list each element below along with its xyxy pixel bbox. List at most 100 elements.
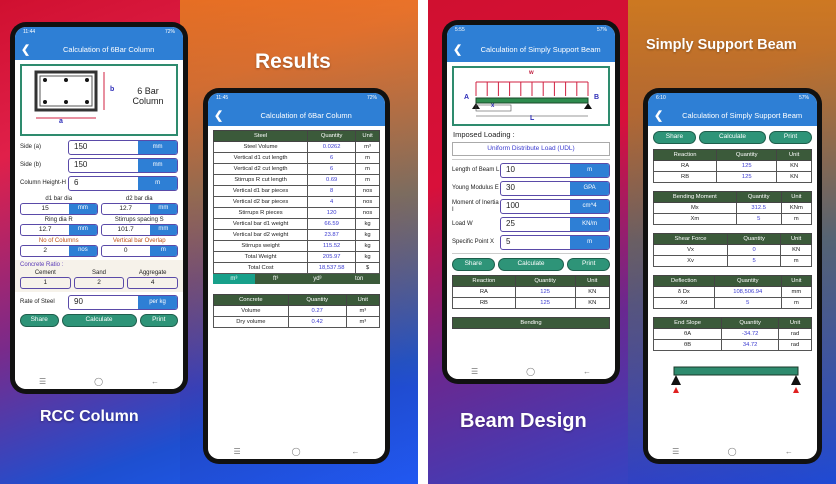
input-value[interactable]: 25 bbox=[506, 219, 515, 228]
rate-unit[interactable]: per kg bbox=[138, 296, 177, 309]
calculate-button[interactable]: Calculate bbox=[61, 314, 137, 327]
rate-input[interactable]: 90 per kg bbox=[68, 295, 178, 310]
input-value[interactable]: 10 bbox=[506, 165, 515, 174]
print-button[interactable]: Print bbox=[139, 314, 178, 327]
d1-input[interactable]: 15 mm bbox=[20, 203, 98, 215]
sand-input[interactable]: 2 bbox=[73, 277, 125, 289]
concrete-ratio-section: Concrete Ratio : Cement 1 Sand 2 Aggregate… bbox=[15, 260, 183, 292]
dim-l: L bbox=[530, 115, 535, 122]
aggregate-value[interactable]: 4 bbox=[150, 279, 155, 286]
back-icon[interactable]: ← bbox=[583, 366, 591, 376]
side-b-input[interactable]: 150 mm bbox=[68, 158, 178, 173]
overlap-unit[interactable]: m bbox=[149, 246, 177, 256]
cement-input[interactable]: 1 bbox=[20, 277, 71, 289]
beam-input[interactable]: 10 m bbox=[500, 163, 610, 178]
column-diagram: a b 6 Bar Column bbox=[20, 64, 178, 136]
input-unit[interactable]: m bbox=[570, 236, 609, 249]
side-a-value[interactable]: 150 bbox=[74, 142, 88, 151]
print-button[interactable]: Print bbox=[769, 131, 812, 144]
home-icon[interactable]: ◯ bbox=[94, 376, 104, 386]
table-row: Total Cost 18,537.58 $ bbox=[212, 262, 380, 274]
side-a-input[interactable]: 150 mm bbox=[68, 140, 178, 155]
aggregate-input[interactable]: 4 bbox=[127, 277, 179, 289]
recents-icon[interactable]: ☰ bbox=[672, 446, 680, 456]
recents-icon[interactable]: ☰ bbox=[470, 366, 479, 376]
input-value[interactable]: 30 bbox=[506, 183, 515, 192]
beam-input[interactable]: 30 GPA bbox=[500, 181, 610, 196]
calculate-button[interactable]: Calculate bbox=[497, 258, 565, 271]
input-unit[interactable]: cm^4 bbox=[570, 200, 609, 213]
home-icon[interactable]: ◯ bbox=[526, 366, 536, 376]
height-value[interactable]: 6 bbox=[74, 178, 79, 187]
d1-value[interactable]: 15 bbox=[41, 205, 49, 212]
stirrups-label: Stirrups spacing S bbox=[114, 217, 164, 223]
back-arrow-icon[interactable]: ❮ bbox=[453, 43, 463, 56]
share-button[interactable]: Share bbox=[452, 258, 495, 271]
beam-input[interactable]: 100 cm^4 bbox=[500, 199, 610, 214]
columns-value[interactable]: 2 bbox=[43, 247, 47, 254]
recents-icon[interactable]: ☰ bbox=[233, 446, 241, 456]
unit-tab[interactable]: yd³ bbox=[296, 274, 339, 284]
side-b-unit[interactable]: mm bbox=[138, 159, 177, 172]
unit-tab[interactable]: ft³ bbox=[254, 274, 297, 284]
imposed-loading-select[interactable]: Uniform Distribute Load (UDL) bbox=[452, 142, 610, 156]
row-unit: mm bbox=[780, 286, 813, 298]
column-header: Unit bbox=[780, 233, 812, 245]
share-button[interactable]: Share bbox=[20, 314, 59, 327]
table-row: Stirrups weight 115.52 kg bbox=[212, 240, 380, 252]
side-b-value[interactable]: 150 bbox=[74, 160, 88, 169]
side-a-unit[interactable]: mm bbox=[138, 141, 177, 154]
stirrups-unit[interactable]: mm bbox=[149, 225, 177, 235]
sand-value[interactable]: 2 bbox=[97, 279, 101, 286]
back-icon[interactable]: ← bbox=[784, 446, 793, 456]
height-unit[interactable]: m bbox=[138, 177, 177, 190]
recents-icon[interactable]: ☰ bbox=[38, 376, 47, 386]
d1-unit[interactable]: mm bbox=[69, 204, 97, 214]
stirrups-input[interactable]: 101.7 mm bbox=[100, 224, 178, 236]
back-icon[interactable]: ← bbox=[151, 376, 159, 386]
row-label: Stirrups weight bbox=[212, 240, 309, 252]
back-arrow-icon[interactable]: ❮ bbox=[214, 109, 224, 122]
back-arrow-icon[interactable]: ❮ bbox=[21, 43, 31, 56]
phone-beam-results: 6:10 57% ❮ Calculation of Simply Support B… bbox=[643, 88, 822, 464]
home-icon[interactable]: ◯ bbox=[727, 446, 737, 456]
table-row: θB 34.72 rad bbox=[652, 339, 812, 351]
row-quantity: 205.97 bbox=[307, 251, 357, 263]
unit-tab[interactable]: ton bbox=[338, 274, 380, 284]
input-unit[interactable]: GPA bbox=[570, 182, 609, 195]
ring-unit[interactable]: mm bbox=[69, 225, 97, 235]
back-arrow-icon[interactable]: ❮ bbox=[654, 109, 664, 122]
stirrups-value[interactable]: 101.7 bbox=[117, 226, 134, 233]
beam-input[interactable]: 25 KN/m bbox=[500, 217, 610, 232]
imposed-loading-label: Imposed Loading : bbox=[453, 130, 515, 139]
input-value[interactable]: 100 bbox=[506, 201, 520, 210]
back-icon[interactable]: ← bbox=[351, 446, 360, 456]
ring-value[interactable]: 12.7 bbox=[38, 226, 52, 233]
rate-value[interactable]: 90 bbox=[74, 297, 83, 306]
d2-input[interactable]: 12.7 mm bbox=[100, 203, 178, 215]
columns-unit[interactable]: nos bbox=[69, 246, 97, 256]
d2-unit[interactable]: mm bbox=[149, 204, 177, 214]
unit-tab[interactable]: m³ bbox=[213, 274, 255, 284]
table-header-row: Bending Moment Quantity Unit bbox=[653, 191, 813, 203]
cement-value[interactable]: 1 bbox=[43, 279, 48, 286]
d2-value[interactable]: 12.7 bbox=[119, 205, 132, 212]
row-unit: kg bbox=[355, 251, 380, 263]
status-bar: 11:44 72% bbox=[15, 27, 183, 38]
input-unit[interactable]: m bbox=[570, 164, 609, 177]
overlap-value[interactable]: 0 bbox=[123, 247, 128, 254]
home-icon[interactable]: ◯ bbox=[291, 446, 301, 456]
print-button[interactable]: Print bbox=[567, 258, 611, 271]
columns-input[interactable]: 2 nos bbox=[20, 245, 98, 257]
status-time: 11:45 bbox=[216, 95, 229, 101]
input-value[interactable]: 5 bbox=[506, 237, 511, 246]
calculate-button[interactable]: Calculate bbox=[698, 131, 767, 144]
row-unit: KNm bbox=[780, 202, 813, 214]
share-button[interactable]: Share bbox=[653, 131, 696, 144]
ring-input[interactable]: 12.7 mm bbox=[20, 224, 98, 236]
input-unit[interactable]: KN/m bbox=[570, 218, 609, 231]
beam-diagram: w A B x L bbox=[452, 66, 610, 126]
